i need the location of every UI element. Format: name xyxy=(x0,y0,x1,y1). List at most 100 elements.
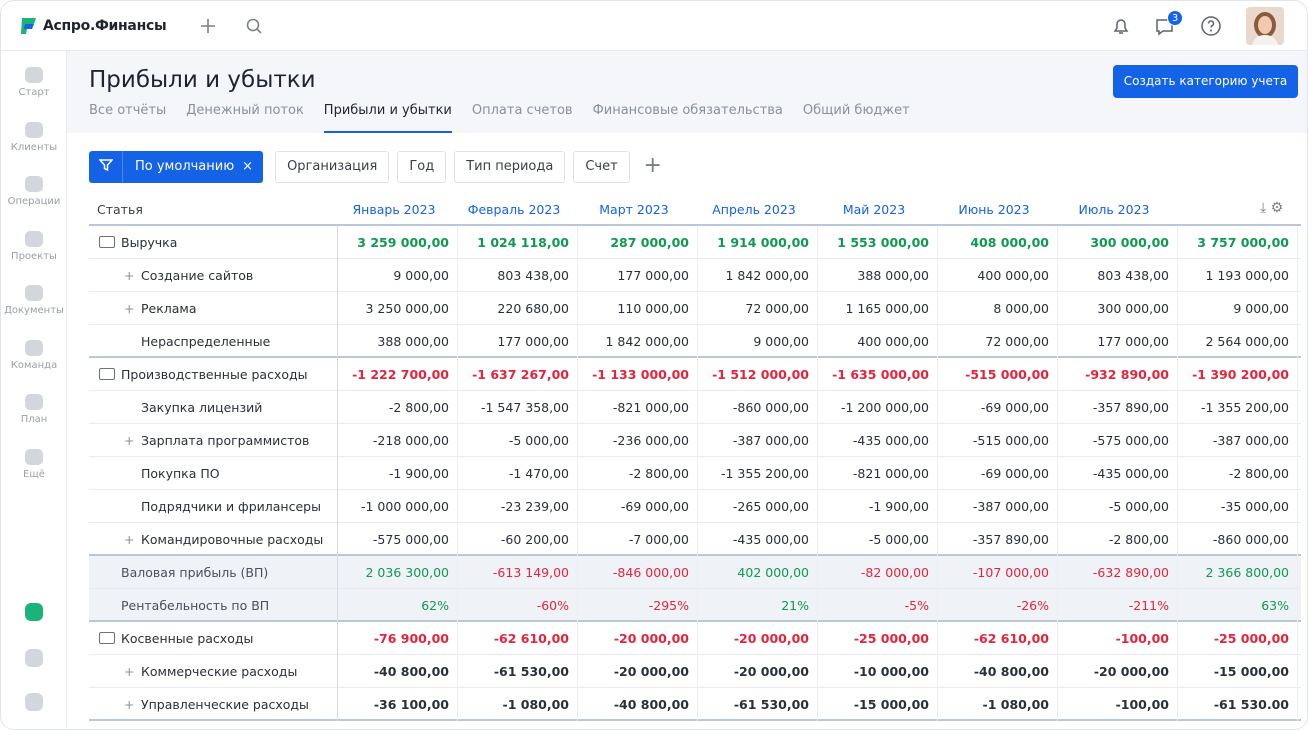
expand-icon[interactable]: + xyxy=(124,301,135,316)
value-cell: 400 000,00 xyxy=(938,259,1058,292)
help-button[interactable] xyxy=(1200,15,1222,37)
value-cell: -69 000,00 xyxy=(938,457,1058,490)
user-avatar[interactable] xyxy=(1246,7,1284,45)
table-row[interactable]: Подрядчики и фрилансеры -1 000 000,00 -23 … xyxy=(89,490,1301,523)
value-cell: -1 900,00 xyxy=(818,490,938,523)
table-row[interactable]: + Реклама 3 250 000,00 220 680,00 110 000,00… xyxy=(89,292,1301,325)
value-cell: -515 000,00 xyxy=(938,358,1058,391)
sidebar-item[interactable]: Документы xyxy=(1,285,67,316)
add-filter[interactable]: + xyxy=(643,153,662,178)
sidebar-label: Операции xyxy=(7,196,61,207)
add-button[interactable] xyxy=(199,17,217,35)
filter-button[interactable]: Год xyxy=(397,151,447,183)
value-cell: 3 757 000,00 xyxy=(1178,226,1298,259)
row-label-text: Зарплата программистов xyxy=(141,433,310,448)
sidebar-item[interactable]: Команда xyxy=(1,339,67,371)
value-cell: -25 000,00 xyxy=(1178,622,1298,655)
column-header[interactable]: Апрель 2023 xyxy=(712,202,796,217)
table-row[interactable]: + Зарплата программистов -218 000,00 -5 000… xyxy=(89,424,1301,457)
column-header[interactable]: Июнь 2023 xyxy=(958,202,1030,217)
table-row[interactable]: Покупка ПО -1 900,00 -1 470,00 -2 800,00 -1 … xyxy=(89,457,1301,490)
active-filter[interactable]: По умолчанию × xyxy=(89,151,264,183)
tab[interactable]: Общий бюджет xyxy=(802,103,910,118)
value-cell: 177 000,00 xyxy=(458,325,578,358)
group-icon xyxy=(99,632,115,644)
table-row[interactable]: Нераспределенные 388 000,00 177 000,00 1 84… xyxy=(89,325,1301,358)
value-cell: -2 800,00 xyxy=(1058,523,1178,556)
value-cell: 1 165 000,00 xyxy=(818,292,938,325)
value-cell: -40 800,00 xyxy=(938,655,1058,688)
group-row[interactable]: Выручка 3 259 000,00 1 024 118,00 287 000,0… xyxy=(89,226,1301,259)
value-cell: 3 259 000,00 xyxy=(338,226,458,259)
group-row[interactable]: Косвенные расходы -76 900,00 -62 610,00 -20… xyxy=(89,622,1301,655)
sidebar-item[interactable]: Старт xyxy=(1,67,67,98)
table-row[interactable]: + Управленческие расходы -36 100,00 -1 080,… xyxy=(89,688,1301,721)
value-cell: 110 000,00 xyxy=(578,292,698,325)
value-cell: 9 000,00 xyxy=(1178,292,1298,325)
value-cell: 408 000,00 xyxy=(938,226,1058,259)
row-label-text: Управленческие расходы xyxy=(141,697,309,712)
group-row[interactable]: Производственные расходы -1 222 700,00 -1 … xyxy=(89,358,1301,391)
expand-icon[interactable]: + xyxy=(124,433,135,448)
filter-icon xyxy=(89,151,123,183)
logo-icon xyxy=(21,18,36,34)
expand-icon[interactable]: + xyxy=(124,532,135,547)
row-label: Покупка ПО xyxy=(89,457,338,490)
value-cell: -36 100,00 xyxy=(338,688,458,721)
table-row[interactable]: + Создание сайтов 9 000,00 803 438,00 177 00… xyxy=(89,259,1301,292)
value-cell: 402 000,00 xyxy=(698,556,818,589)
column-header[interactable]: Февраль 2023 xyxy=(467,202,561,217)
sidebar-bottom-icon[interactable] xyxy=(25,693,43,711)
summary-row[interactable]: Рентабельность по ВП 62% -60% -295% 21% -5% -2… xyxy=(89,589,1301,622)
create-button[interactable]: Создать категорию учета xyxy=(1113,65,1298,98)
notifications-button[interactable] xyxy=(1111,16,1131,36)
value-cell: -2 800,00 xyxy=(578,457,698,490)
main-area: Прибыли и убытки Создать категорию учета… xyxy=(67,51,1307,729)
sidebar-item[interactable]: Ещё xyxy=(1,448,67,480)
filter-button[interactable]: Тип периода xyxy=(454,151,566,183)
column-header[interactable]: Январь 2023 xyxy=(352,202,436,217)
value-cell: -40 800,00 xyxy=(338,655,458,688)
column-header[interactable]: Март 2023 xyxy=(599,202,669,217)
summary-row[interactable]: Валовая прибыль (ВП) 2 036 300,00 -613 149… xyxy=(89,556,1301,589)
row-label: Производственные расходы xyxy=(89,358,338,391)
tab[interactable]: Все отчёты xyxy=(89,103,167,118)
table-row[interactable]: + Коммерческие расходы -40 800,00 -61 530,0… xyxy=(89,655,1301,688)
value-cell: -236 000,00 xyxy=(578,424,698,457)
sidebar-item[interactable]: План xyxy=(1,394,67,425)
value-cell: -435 000,00 xyxy=(818,424,938,457)
remove-filter[interactable]: × xyxy=(242,159,254,174)
table-row[interactable]: + Командировочные расходы -575 000,00 -60 2… xyxy=(89,523,1301,556)
row-label: Закупка лицензий xyxy=(89,391,338,424)
table-row[interactable]: Закупка лицензий -2 800,00 -1 547 358,00 -8… xyxy=(89,391,1301,424)
tab[interactable]: Денежный поток xyxy=(186,103,304,118)
sidebar-icon xyxy=(25,121,43,138)
sidebar-item[interactable]: Операции xyxy=(1,176,67,207)
page-title: Прибыли и убытки xyxy=(89,67,316,93)
row-label: + Коммерческие расходы xyxy=(89,655,338,688)
sidebar-bottom-icon[interactable] xyxy=(25,603,43,621)
value-cell: 21% xyxy=(698,589,818,622)
sidebar-icon xyxy=(25,448,43,465)
value-cell: 72 000,00 xyxy=(938,325,1058,358)
filter-button[interactable]: Счет xyxy=(573,151,630,183)
value-cell: 287 000,00 xyxy=(578,226,698,259)
column-header[interactable]: Июль 2023 xyxy=(1078,202,1150,217)
sidebar-item[interactable]: Клиенты xyxy=(1,121,67,153)
tab[interactable]: Оплата счетов xyxy=(471,103,573,118)
group-icon xyxy=(99,236,115,248)
sidebar-item[interactable]: Проекты xyxy=(1,230,67,262)
value-cell: -1 512 000,00 xyxy=(698,358,818,391)
column-header[interactable]: Май 2023 xyxy=(842,202,906,217)
search-button[interactable] xyxy=(245,17,263,35)
tab[interactable]: Финансовые обязательства xyxy=(592,103,783,118)
sidebar-bottom-icon[interactable] xyxy=(25,649,43,667)
tab[interactable]: Прибыли и убытки xyxy=(323,103,452,133)
filter-button[interactable]: Организация xyxy=(275,151,390,183)
value-cell: -23 239,00 xyxy=(458,490,578,523)
expand-icon[interactable]: + xyxy=(124,697,135,712)
table-actions[interactable]: ⤓ ⚙ xyxy=(1260,200,1284,216)
expand-icon[interactable]: + xyxy=(124,268,135,283)
value-cell: 400 000,00 xyxy=(818,325,938,358)
expand-icon[interactable]: + xyxy=(124,664,135,679)
